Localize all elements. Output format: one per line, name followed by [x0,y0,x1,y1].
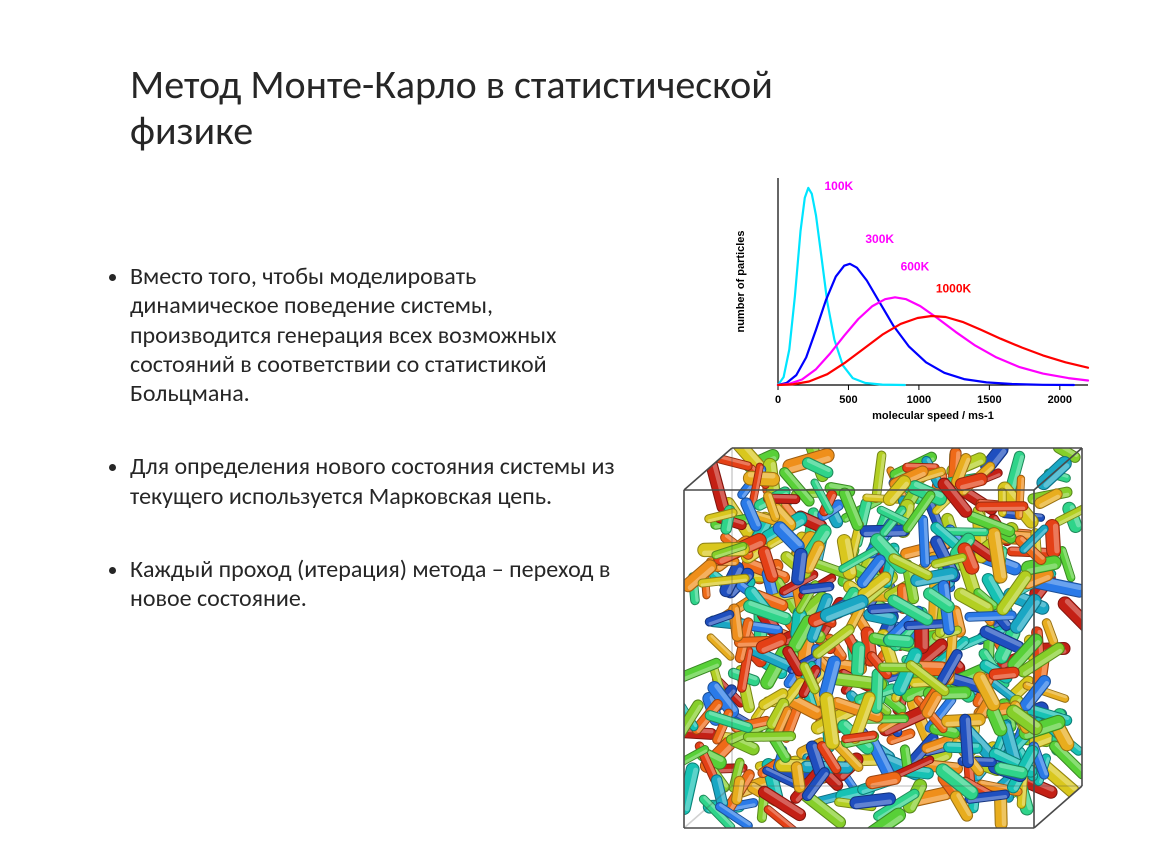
svg-text:500: 500 [839,394,857,406]
y-axis-label: number of particles [735,230,747,332]
curve-100K [778,188,905,385]
curve-label-1000K: 1000K [936,281,972,295]
svg-text:1000: 1000 [907,394,931,406]
x-axis-label: molecular speed / ms-1 [872,410,994,422]
svg-text:2000: 2000 [1048,394,1072,406]
curve-label-100K: 100K [825,179,854,193]
bullet-item: Каждый проход (итерация) метода – перехо… [130,555,630,614]
curve-300K [778,264,1074,385]
curve-600K [778,297,1088,385]
bullet-list: Вместо того, чтобы моделировать динамиче… [100,262,630,657]
curve-label-300K: 300K [865,232,894,246]
cube-edge [684,448,732,490]
curve-label-600K: 600K [901,260,930,274]
bullet-item: Вместо того, чтобы моделировать динамиче… [130,262,630,408]
slide-title: Метод Монте-Карло в статистической физик… [130,62,890,154]
particle-cube-diagram [660,438,1090,838]
maxwell-boltzmann-chart: 0 500 1000 1500 2000 molecular speed / ms-1 nu… [730,170,1100,430]
cube-edge [1034,448,1082,490]
svg-text:0: 0 [775,394,781,406]
slide: Метод Монте-Карло в статистической физик… [0,0,1150,864]
bullet-item: Для определения нового состояния системы… [130,452,630,511]
curve-1000K [778,316,1088,385]
svg-text:1500: 1500 [977,394,1001,406]
